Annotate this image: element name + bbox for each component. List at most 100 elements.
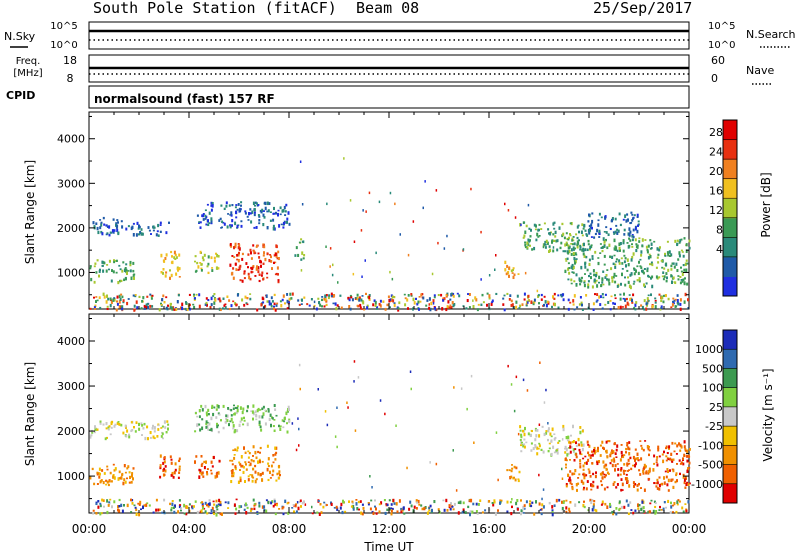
velocity-data-cell — [384, 412, 386, 416]
velocity-data-cell — [161, 511, 164, 514]
velocity-data-cell — [656, 463, 659, 467]
power-data-cell — [212, 295, 215, 297]
velocity-data-cell — [578, 443, 581, 447]
velocity-data-cell — [641, 500, 644, 504]
power-data-cell — [195, 293, 198, 296]
velocity-data-cell — [267, 457, 270, 461]
power-data-cell — [683, 237, 686, 240]
velocity-data-cell — [616, 483, 619, 486]
velocity-data-cell — [591, 450, 594, 453]
velocity-data-cell — [234, 406, 237, 410]
velocity-data-cell — [231, 474, 234, 478]
power-data-cell — [286, 220, 288, 224]
power-data-cell — [119, 268, 122, 271]
velocity-data-cell — [543, 401, 546, 404]
velocity-data-cell — [574, 503, 577, 507]
power-data-cell — [572, 236, 575, 238]
power-data-cell — [615, 258, 618, 261]
power-data-cell — [650, 261, 653, 265]
power-data-cell — [591, 257, 594, 260]
power-data-cell — [124, 267, 127, 270]
power-data-cell — [582, 252, 585, 256]
power-data-cell — [101, 264, 104, 267]
power-data-cell — [638, 279, 641, 283]
velocity-data-cell — [588, 454, 591, 457]
velocity-data-cell — [207, 504, 210, 508]
velocity-data-cell — [92, 509, 95, 512]
velocity-data-cell — [251, 474, 254, 478]
velocity-data-cell — [128, 471, 131, 474]
velocity-data-cell — [625, 447, 628, 451]
power-data-cell — [660, 299, 663, 303]
velocity-data-cell — [316, 511, 319, 514]
power-data-cell — [572, 239, 575, 242]
power-data-cell — [270, 255, 272, 259]
velocity-data-cell — [655, 485, 658, 488]
power-data-cell — [279, 213, 282, 216]
velocity-data-cell — [583, 486, 585, 489]
power-data-cell — [511, 272, 514, 274]
velocity-data-cell — [200, 472, 203, 476]
power-data-cell — [209, 306, 212, 309]
power-data-cell — [688, 246, 691, 250]
power-data-cell — [462, 248, 465, 251]
velocity-data-cell — [670, 501, 672, 505]
velocity-data-cell — [333, 507, 336, 509]
power-data-cell — [588, 213, 590, 217]
power-data-cell — [206, 265, 209, 268]
power-data-cell — [665, 279, 668, 283]
velocity-data-cell — [236, 405, 239, 407]
velocity-data-cell — [679, 449, 682, 452]
velocity-data-cell — [226, 419, 229, 423]
velocity-data-cell — [198, 475, 201, 479]
power-data-cell — [631, 219, 634, 222]
velocity-data-cell — [202, 475, 205, 478]
velocity-data-cell — [579, 462, 582, 465]
power-data-cell — [254, 204, 256, 207]
velocity-data-cell — [638, 504, 641, 507]
velocity-data-cell — [685, 509, 688, 513]
power-data-cell — [273, 206, 275, 211]
power-data-cell — [260, 274, 263, 277]
velocity-data-cell — [185, 512, 188, 516]
power-data-cell — [568, 247, 570, 250]
power-data-cell — [214, 298, 217, 302]
power-data-cell — [397, 307, 400, 310]
power-data-cell — [129, 269, 132, 273]
velocity-data-cell — [206, 414, 208, 417]
velocity-data-cell — [618, 500, 621, 504]
power-data-cell — [287, 211, 290, 215]
velocity-data-cell — [671, 441, 674, 445]
velocity-data-cell — [103, 472, 106, 475]
velocity-data-cell — [352, 507, 355, 511]
power-data-cell — [578, 230, 580, 234]
velocity-data-cell — [114, 467, 117, 471]
power-data-cell — [655, 266, 658, 269]
power-data-cell — [258, 273, 261, 276]
power-y-tick-label: 1000 — [57, 266, 85, 279]
velocity-data-cell — [215, 472, 218, 477]
nsky-panel-frame — [88, 21, 690, 50]
velocity-data-cell — [545, 430, 548, 433]
velocity-data-cell — [226, 414, 229, 418]
power-data-cell — [581, 234, 584, 237]
velocity-colorbar-frame — [722, 329, 738, 504]
velocity-data-cell — [230, 470, 233, 472]
power-data-cell — [446, 305, 449, 309]
power-data-cell — [590, 236, 593, 238]
velocity-data-cell — [351, 501, 354, 505]
velocity-data-cell — [479, 499, 482, 503]
velocity-data-cell — [131, 502, 134, 505]
velocity-data-cell — [261, 478, 264, 482]
power-data-cell — [116, 219, 119, 222]
velocity-data-cell — [208, 422, 211, 426]
velocity-data-cell — [606, 505, 609, 509]
power-data-cell — [584, 262, 587, 266]
power-data-cell — [99, 306, 102, 309]
velocity-data-cell — [409, 500, 412, 504]
velocity-data-cell — [420, 504, 423, 507]
velocity-data-cell — [653, 482, 656, 485]
velocity-data-cell — [602, 446, 604, 450]
velocity-data-cell — [336, 445, 338, 449]
velocity-data-cell — [567, 452, 570, 455]
